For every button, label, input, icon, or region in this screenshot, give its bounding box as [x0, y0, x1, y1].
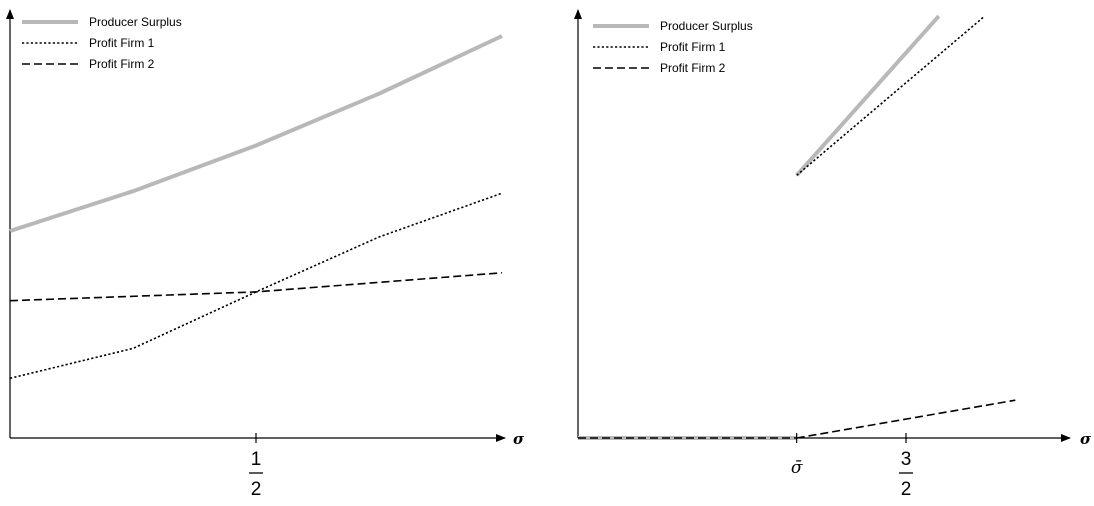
right-panel: σ σ̄ 3 2 Producer Surplus Profit Firm 1 Profit… — [574, 9, 1092, 500]
legend-label: Producer Surplus — [660, 19, 753, 33]
x-axis-label: σ — [1080, 430, 1092, 448]
series-line-profit-firm-2-1 — [796, 399, 1016, 439]
series-line-profit-firm-1-0 — [796, 15, 986, 176]
legend-label: Producer Surplus — [89, 15, 182, 29]
series-line-profit-firm-1-0 — [9, 192, 503, 380]
series-line-producer-surplus-0 — [9, 34, 503, 233]
legend-label: Profit Firm 1 — [660, 40, 726, 54]
left-panel: σ 1 2 Producer Surplus Profit Firm 1 Profit F… — [5, 9, 525, 500]
legend-label: Profit Firm 2 — [660, 61, 726, 75]
legend-label: Profit Firm 2 — [89, 57, 155, 71]
legend-label: Profit Firm 1 — [89, 36, 155, 50]
x-tick-label: σ̄ — [791, 458, 803, 478]
x-tick-denominator: 2 — [901, 479, 912, 500]
x-tick-denominator: 2 — [251, 479, 262, 500]
x-tick-numerator: 3 — [901, 449, 912, 470]
series-line-profit-firm-2-0 — [9, 272, 503, 302]
x-tick-numerator: 1 — [251, 449, 262, 470]
x-axis-label: σ — [513, 430, 525, 448]
series-line-producer-surplus-1 — [795, 14, 941, 177]
